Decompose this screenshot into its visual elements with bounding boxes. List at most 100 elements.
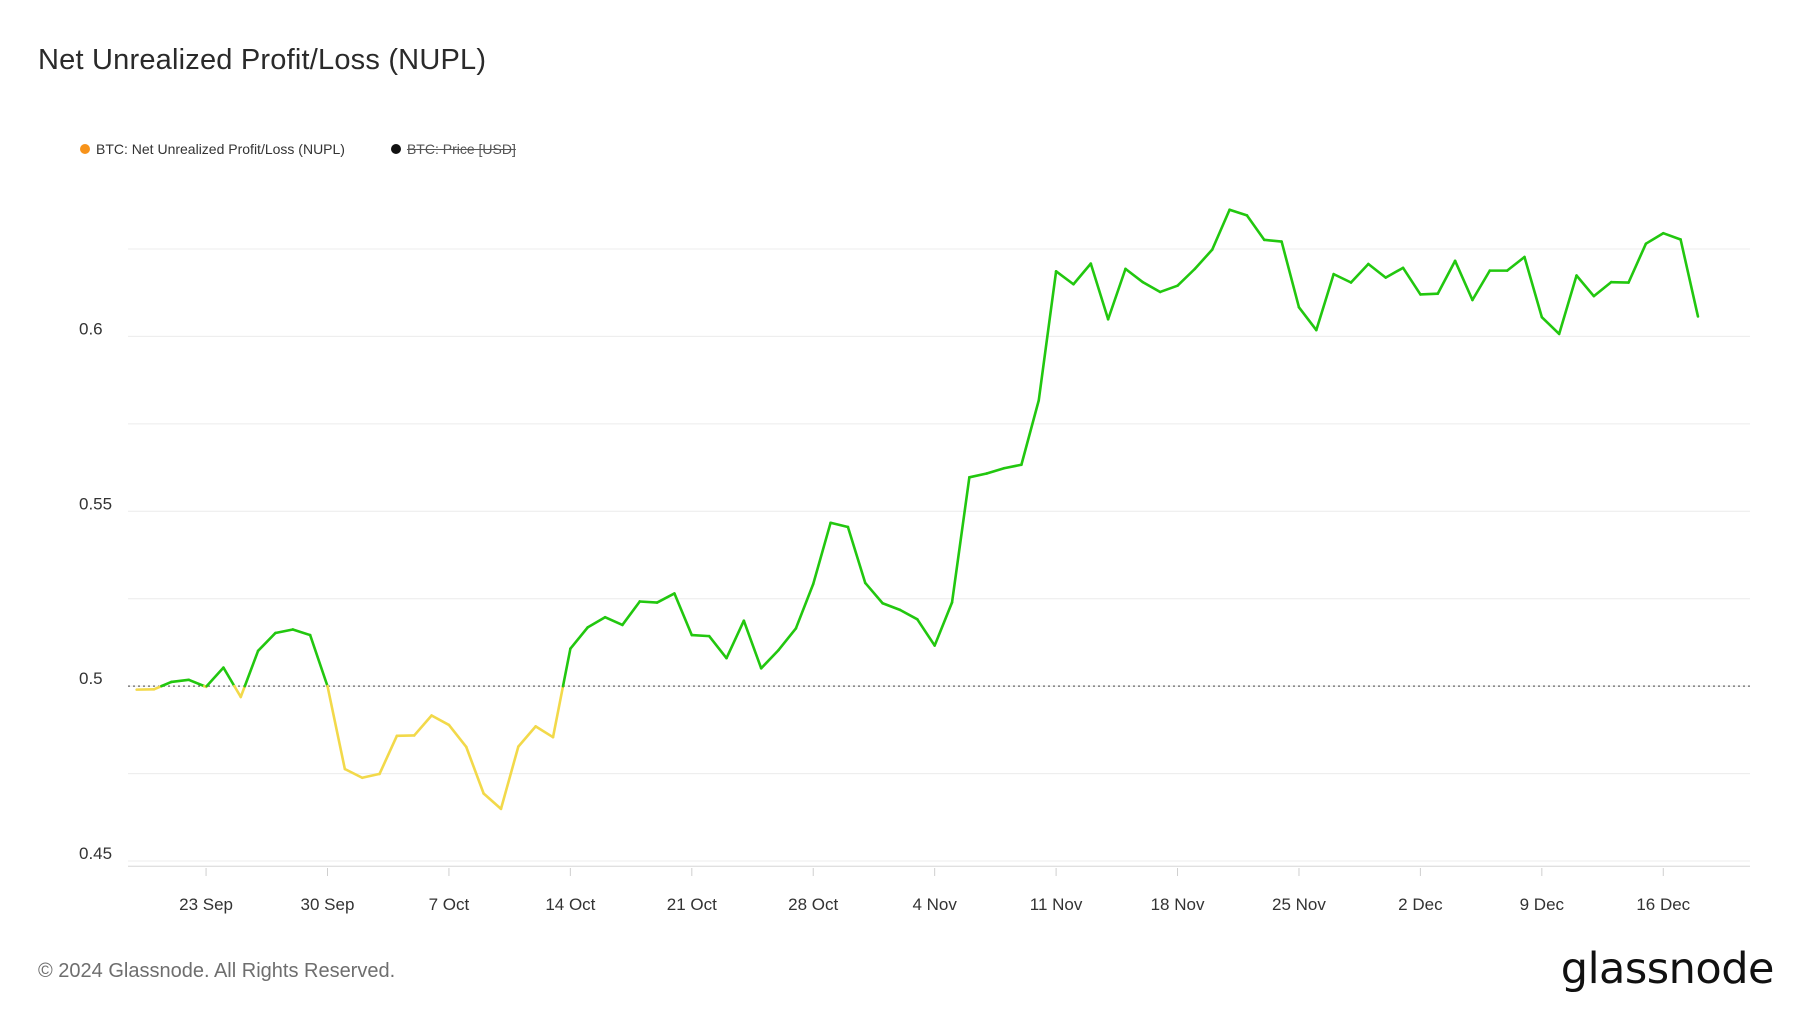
- nupl-line-segment: [1419, 292, 1440, 296]
- nupl-line-segment: [1176, 267, 1197, 287]
- x-tick-label: 25 Nov: [1272, 895, 1326, 914]
- nupl-line-segment: [1575, 274, 1596, 298]
- legend-item-price[interactable]: BTC: Price [USD]: [390, 141, 516, 157]
- nupl-line-segment: [1627, 242, 1648, 284]
- nupl-line-segment: [1037, 270, 1058, 402]
- nupl-line-segment: [1332, 272, 1353, 284]
- nupl-line-segment: [1297, 306, 1318, 332]
- nupl-line-segment: [1453, 259, 1474, 302]
- nupl-line-segment: [1367, 262, 1388, 279]
- nupl-line-segment: [170, 678, 191, 684]
- nupl-line-segment: [1315, 272, 1335, 332]
- copyright-text: © 2024 Glassnode. All Rights Reserved.: [38, 960, 396, 982]
- nupl-line-segment: [343, 767, 364, 780]
- nupl-line-segment: [1228, 208, 1249, 217]
- nupl-line-segment: [950, 476, 971, 604]
- nupl-line-segment: [1523, 255, 1544, 319]
- nupl-line-segment: [985, 466, 1006, 475]
- y-axis: 0.45 0.5 0.55 0.6: [79, 319, 112, 863]
- nupl-line-segment: [1262, 238, 1283, 243]
- chart-title: Net Unrealized Profit/Loss (NUPL): [38, 44, 487, 76]
- nupl-line-segment: [551, 684, 565, 739]
- nupl-line-segment: [863, 581, 884, 605]
- nupl-line-segment: [881, 601, 902, 612]
- nupl-line-segment: [638, 600, 659, 604]
- nupl-line-segment: [1141, 280, 1162, 294]
- nupl-line-segment: [1210, 208, 1231, 251]
- nupl-line-segment: [243, 649, 260, 688]
- nupl-line-segment: [430, 714, 451, 727]
- x-tick-label: 11 Nov: [1030, 895, 1083, 914]
- nupl-line-segment: [1072, 262, 1093, 286]
- y-tick-label: 0.55: [79, 494, 112, 513]
- x-tick-label: 28 Oct: [788, 895, 838, 914]
- nupl-line-segment: [898, 608, 919, 621]
- x-tick-label: 4 Nov: [912, 895, 957, 914]
- nupl-line-segment: [759, 648, 780, 670]
- legend-item-nupl[interactable]: BTC: Net Unrealized Profit/Loss (NUPL): [80, 141, 345, 157]
- nupl-line-segment: [447, 723, 468, 749]
- nupl-line-segment: [690, 633, 711, 638]
- nupl-line-segment: [673, 592, 694, 637]
- nupl-line-segment: [160, 680, 173, 688]
- nupl-line-segment: [222, 666, 236, 688]
- x-tick-label: 9 Dec: [1520, 895, 1565, 914]
- nupl-line-segment: [482, 792, 503, 811]
- legend: BTC: Net Unrealized Profit/Loss (NUPL) B…: [80, 141, 562, 157]
- nupl-line-segment: [916, 618, 936, 647]
- nupl-line-segment: [1245, 214, 1266, 242]
- nupl-line-segment: [239, 684, 247, 699]
- glassnode-logo: glassnode: [1560, 944, 1775, 994]
- nupl-line-segment: [499, 745, 520, 811]
- nupl-line-segment: [1020, 399, 1041, 467]
- nupl-line-segment: [233, 684, 243, 699]
- nupl-line-segment: [655, 592, 676, 604]
- nupl-line-segment: [517, 725, 537, 748]
- nupl-line-segment: [1592, 280, 1613, 298]
- x-axis: 23 Sep 30 Sep 7 Oct 14 Oct 21 Oct 28 Oct 4 Nov…: [179, 868, 1691, 914]
- nupl-line-segment: [1106, 267, 1127, 321]
- nupl-line-segment: [256, 631, 277, 653]
- nupl-line-segment: [586, 615, 607, 629]
- nupl-line-segment: [464, 745, 485, 795]
- nupl-line-segment: [187, 678, 206, 688]
- x-tick-label: 30 Sep: [301, 895, 355, 914]
- nupl-line-segment: [412, 714, 433, 737]
- nupl-line-segment: [621, 600, 642, 627]
- nupl-line-segment: [291, 628, 312, 637]
- nupl-line-segment: [1158, 284, 1179, 294]
- nupl-line-segment: [603, 615, 624, 627]
- x-tick-label: 7 Oct: [429, 895, 470, 914]
- nupl-line-segment: [777, 627, 798, 652]
- nupl-line-segment: [534, 725, 555, 739]
- x-tick-label: 14 Oct: [545, 895, 595, 914]
- nupl-line-segment: [1002, 463, 1023, 470]
- legend-price-dot-icon: [390, 144, 401, 154]
- legend-nupl-label: BTC: Net Unrealized Profit/Loss (NUPL): [96, 141, 345, 157]
- nupl-line-segment: [360, 772, 381, 780]
- nupl-line-segment: [1089, 262, 1110, 321]
- nupl-line-segment: [308, 633, 329, 688]
- nupl-line-segment: [1505, 255, 1526, 272]
- nupl-line-segment: [1661, 231, 1682, 241]
- nupl-line-segment: [274, 628, 295, 635]
- nupl-line-segment: [561, 647, 572, 688]
- nupl-line-segment: [707, 634, 728, 660]
- nupl-line-segment: [1384, 266, 1405, 279]
- y-tick-label: 0.6: [79, 319, 103, 338]
- nupl-line-segment: [1054, 270, 1075, 286]
- nupl-line-segment: [205, 666, 225, 688]
- nupl-line-segment: [1436, 259, 1457, 296]
- nupl-line-segment: [968, 472, 989, 479]
- nupl-line-segment: [811, 521, 832, 586]
- x-tick-label: 21 Oct: [667, 895, 717, 914]
- nupl-line-segment: [794, 582, 815, 630]
- nupl-line-segment: [1280, 240, 1301, 309]
- y-tick-label: 0.45: [79, 844, 112, 863]
- nupl-line-segment: [1471, 269, 1492, 302]
- nupl-line-segment: [1679, 238, 1700, 318]
- grid-lines: [128, 248, 1750, 867]
- nupl-line-segment: [1401, 266, 1422, 296]
- nupl-line-segment: [1557, 274, 1578, 336]
